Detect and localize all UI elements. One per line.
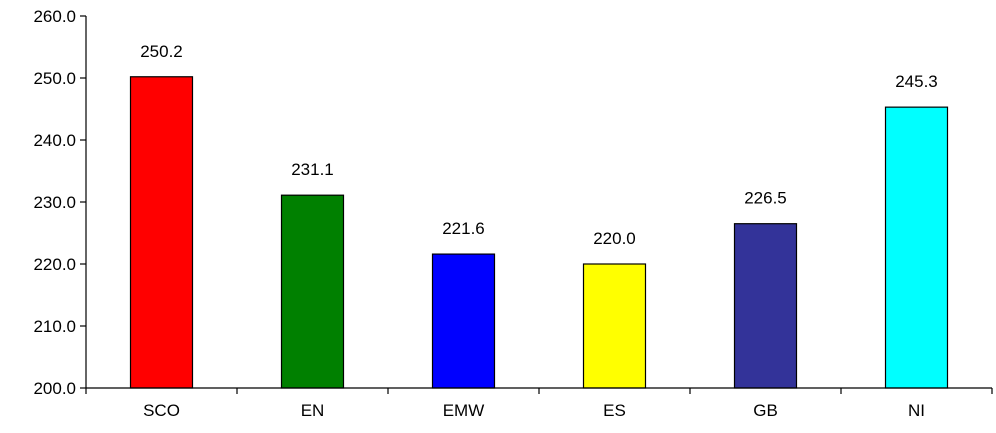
y-tick-label: 220.0 [33, 255, 76, 274]
y-tick-label: 250.0 [33, 69, 76, 88]
x-category-label: SCO [143, 401, 180, 420]
x-category-label: EMW [443, 401, 485, 420]
data-label-ni: 245.3 [895, 72, 938, 91]
bar-en [280, 194, 345, 389]
bars-group [129, 76, 949, 389]
bar-emw [431, 253, 496, 389]
data-label-emw: 221.6 [442, 219, 485, 238]
x-category-label: ES [603, 401, 626, 420]
bar-gb [733, 223, 798, 389]
x-category-label: EN [301, 401, 325, 420]
y-tick-label: 260.0 [33, 7, 76, 26]
data-label-es: 220.0 [593, 229, 636, 248]
y-tick-label: 200.0 [33, 379, 76, 398]
y-axis-ticks: 200.0 210.0 220.0 230.0 240.0 250.0 260.0 [33, 7, 86, 398]
bar-sco [129, 76, 194, 389]
x-category-label: NI [908, 401, 925, 420]
y-tick-label: 240.0 [33, 131, 76, 150]
data-label-gb: 226.5 [744, 189, 787, 208]
y-tick-label: 230.0 [33, 193, 76, 212]
y-tick-label: 210.0 [33, 317, 76, 336]
x-axis-ticks: SCO EN EMW ES GB NI [85, 388, 993, 420]
bar-ni [884, 106, 949, 389]
x-category-label: GB [753, 401, 778, 420]
data-labels-group: 250.2 231.1 221.6 220.0 226.5 245.3 [140, 42, 938, 248]
data-label-en: 231.1 [291, 160, 334, 179]
data-label-sco: 250.2 [140, 42, 183, 61]
bar-es [582, 263, 647, 389]
